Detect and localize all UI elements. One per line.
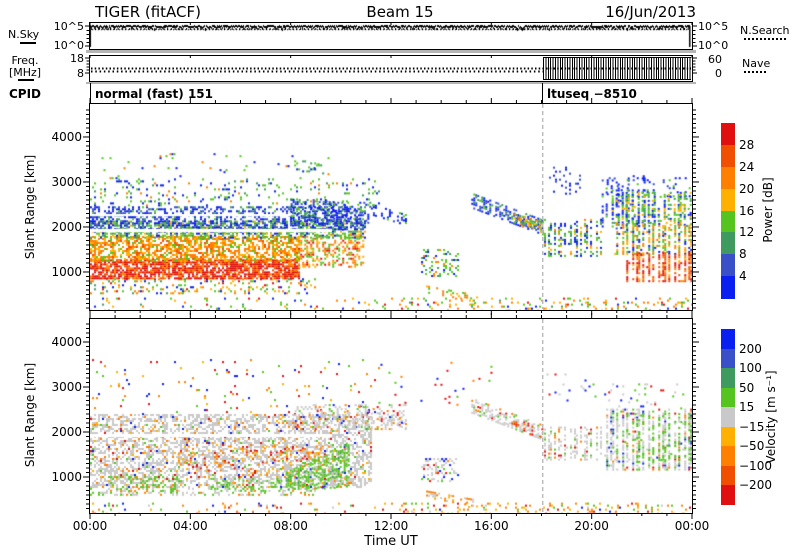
cpid-mode-2: ltuseq −8510 bbox=[547, 87, 637, 101]
colorbar-tick-label: 200 bbox=[739, 341, 762, 356]
nsky-trace-canvas bbox=[90, 23, 692, 49]
divider-1 bbox=[86, 50, 696, 53]
colorbar-block bbox=[721, 166, 735, 190]
colorbar-block bbox=[721, 407, 735, 428]
colorbar-block bbox=[721, 485, 735, 506]
nsky-tick-top: 10^5 bbox=[53, 20, 84, 33]
nave-line-sample bbox=[744, 71, 766, 73]
colorbar-tick-label: 4 bbox=[739, 269, 747, 284]
xtick-label: 12:00 bbox=[373, 519, 409, 533]
colorbar-block bbox=[721, 123, 735, 146]
freq-axis-label-2: [MHz] bbox=[8, 66, 42, 79]
nsearch-line-sample bbox=[744, 38, 786, 40]
cpid-mode-1: normal (fast) 151 bbox=[95, 87, 213, 101]
colorbar-tick-label: 12 bbox=[739, 225, 755, 240]
nave-label: Nave bbox=[742, 57, 771, 70]
cpid-axis-label: CPID bbox=[8, 87, 42, 101]
power-colorbar bbox=[721, 123, 735, 299]
plot-title: TIGER (fitACF) bbox=[95, 3, 202, 21]
nave-oscillation-band bbox=[543, 57, 691, 80]
colorbar-tick-label: −15 bbox=[739, 419, 765, 434]
colorbar-block bbox=[721, 387, 735, 408]
xtick-label: 04:00 bbox=[173, 519, 208, 533]
colorbar-block bbox=[721, 446, 735, 467]
cpid-mode-boundary bbox=[542, 83, 543, 103]
nave-tick-bottom: 0 bbox=[715, 67, 722, 80]
date-label: 16/Jun/2013 bbox=[605, 3, 696, 21]
power-scatter-canvas bbox=[90, 104, 692, 310]
colorbar-tick-label: −50 bbox=[739, 439, 765, 454]
power-ytick-label: 4000 bbox=[51, 129, 82, 144]
velocity-ytick-label: 4000 bbox=[51, 335, 82, 349]
velocity-colorbar-title: Velocity [m s⁻¹] bbox=[764, 370, 778, 464]
xaxis-title: Time UT bbox=[364, 534, 418, 549]
colorbar-tick-label: −100 bbox=[739, 458, 772, 473]
xtick-label: 20:00 bbox=[574, 519, 609, 533]
velocity-colorbar bbox=[721, 329, 735, 506]
power-ytick-label: 3000 bbox=[51, 174, 82, 189]
colorbar-tick-label: 16 bbox=[739, 203, 755, 218]
velocity-ytick-label: 1000 bbox=[51, 470, 82, 484]
colorbar-block bbox=[721, 254, 735, 277]
colorbar-tick-label: 100 bbox=[739, 361, 762, 376]
colorbar-block bbox=[721, 188, 735, 211]
nsearch-label: N.Search bbox=[740, 24, 790, 37]
velocity-scatter-canvas bbox=[90, 319, 692, 513]
colorbar-tick-label: 20 bbox=[739, 181, 755, 196]
colorbar-block bbox=[721, 426, 735, 447]
beam-label: Beam 15 bbox=[366, 3, 434, 21]
colorbar-block bbox=[721, 368, 735, 389]
freq-tick-bottom: 8 bbox=[77, 67, 84, 80]
colorbar-block bbox=[721, 465, 735, 486]
xtick-label: 16:00 bbox=[474, 519, 509, 533]
colorbar-block bbox=[721, 144, 735, 168]
colorbar-tick-label: 50 bbox=[739, 380, 755, 395]
freq-axis-label-1: Freq. bbox=[11, 54, 39, 67]
colorbar-block bbox=[721, 232, 735, 255]
colorbar-block bbox=[721, 329, 735, 350]
colorbar-tick-label: 24 bbox=[739, 159, 755, 174]
freq-tick-top: 18 bbox=[70, 52, 84, 65]
colorbar-tick-label: −200 bbox=[739, 478, 772, 493]
power-ytick-label: 1000 bbox=[51, 264, 82, 279]
colorbar-block bbox=[721, 276, 735, 299]
colorbar-tick-label: 28 bbox=[739, 137, 755, 152]
colorbar-tick-label: 15 bbox=[739, 400, 755, 415]
xtick-label: 00:00 bbox=[72, 519, 108, 533]
nave-tick-top: 60 bbox=[708, 53, 722, 66]
nsky-tick-bottom: 10^0 bbox=[53, 39, 84, 52]
power-colorbar-title: Power [dB] bbox=[761, 177, 775, 243]
power-ytick-label: 2000 bbox=[51, 219, 82, 234]
velocity-ytick-label: 2000 bbox=[51, 425, 82, 439]
velocity-ytick-label: 3000 bbox=[51, 380, 82, 394]
nsky-axis-label: N.Sky bbox=[8, 28, 40, 41]
velocity-yaxis-title: Slant Range [km] bbox=[23, 362, 37, 468]
cpid-left-boundary bbox=[90, 83, 91, 103]
nsky-right-tick-bottom: 10^0 bbox=[698, 39, 729, 52]
xtick-label: 00:00 bbox=[674, 519, 710, 533]
nsky-right-tick-top: 10^5 bbox=[698, 20, 729, 33]
xtick-label: 08:00 bbox=[273, 519, 308, 533]
divider-2 bbox=[86, 82, 696, 84]
freq-line-sample bbox=[18, 79, 34, 81]
nsky-line-sample bbox=[20, 42, 36, 44]
colorbar-tick-label: 8 bbox=[739, 247, 747, 262]
power-yaxis-title: Slant Range [km] bbox=[23, 154, 37, 260]
colorbar-block bbox=[721, 348, 735, 369]
colorbar-block bbox=[721, 210, 735, 233]
